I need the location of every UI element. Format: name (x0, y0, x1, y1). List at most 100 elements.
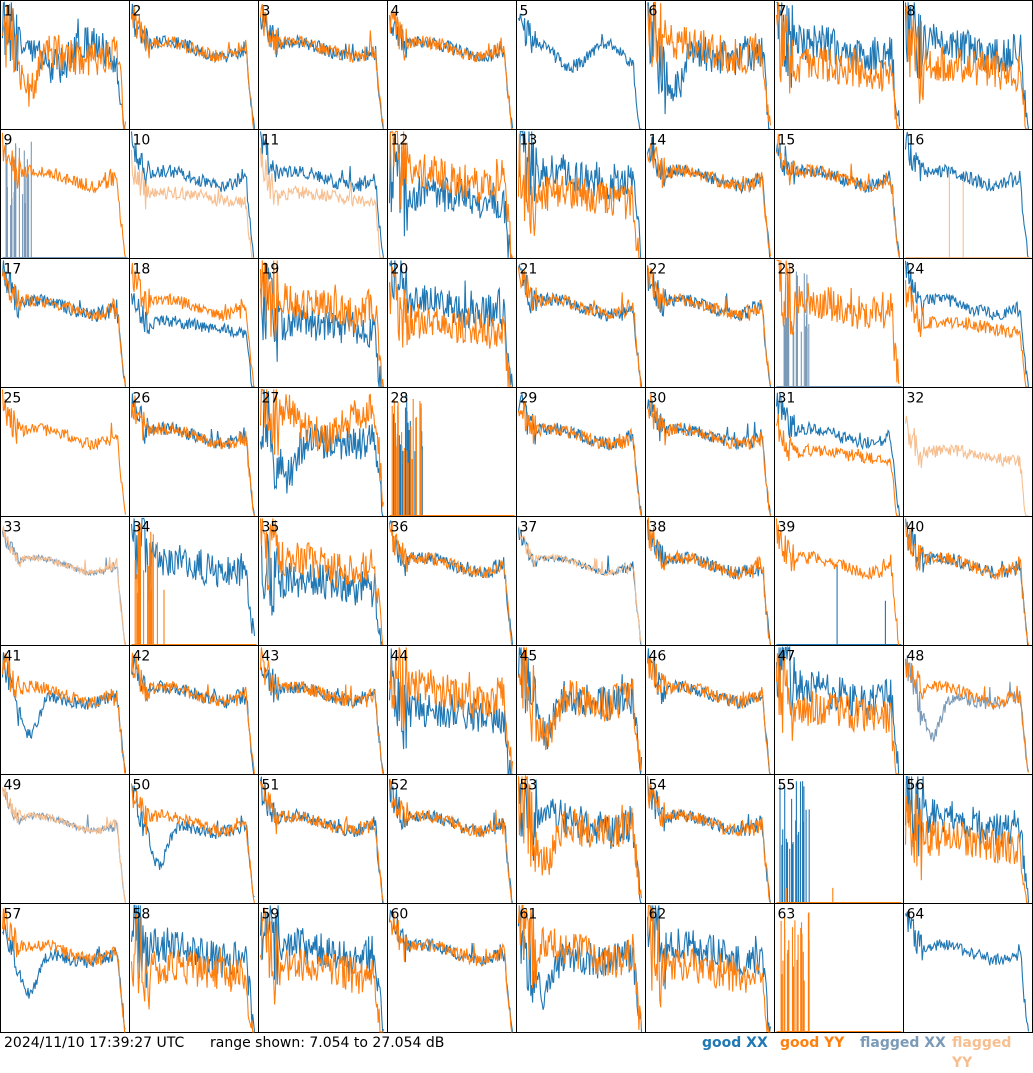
panel-58: 58 (130, 904, 259, 1033)
panel-45: 45 (517, 646, 646, 775)
panel-37: 37 (517, 517, 646, 646)
panel-label: 22 (649, 262, 667, 278)
panel-label: 19 (262, 262, 280, 278)
panel-frame (517, 517, 646, 646)
panel-frame (517, 259, 646, 388)
panel-label: 48 (907, 649, 925, 665)
panel-label: 7 (778, 4, 787, 20)
panel-label: 43 (262, 649, 280, 665)
panel-label: 3 (262, 4, 271, 20)
panel-20: 20 (388, 259, 517, 388)
panel-label: 30 (649, 391, 667, 407)
panel-label: 11 (262, 133, 280, 149)
panel-label: 28 (391, 391, 409, 407)
panel-36: 36 (388, 517, 517, 646)
panel-27: 27 (259, 388, 388, 517)
panel-label: 37 (520, 520, 538, 536)
panel-label: 18 (133, 262, 151, 278)
panel-label: 8 (907, 4, 916, 20)
panel-label: 20 (391, 262, 409, 278)
panel-7: 7 (775, 1, 904, 130)
panel-label: 55 (778, 778, 796, 794)
panel-61: 61 (517, 904, 646, 1033)
panel-31: 31 (775, 388, 904, 517)
panel-52: 52 (388, 775, 517, 904)
panel-frame (130, 646, 259, 775)
panel-label: 13 (520, 133, 538, 149)
panel-label: 5 (520, 4, 529, 20)
panel-9: 9 (1, 130, 130, 259)
panel-label: 14 (649, 133, 667, 149)
panel-label: 34 (133, 520, 151, 536)
panel-frame (1, 259, 130, 388)
panel-28: 28 (388, 388, 517, 517)
panel-8: 8 (904, 1, 1033, 130)
panel-label: 2 (133, 4, 142, 20)
panel-label: 4 (391, 4, 400, 20)
panel-24: 24 (904, 259, 1033, 388)
panel-label: 10 (133, 133, 151, 149)
panel-label: 1 (4, 4, 13, 20)
panel-60: 60 (388, 904, 517, 1033)
panel-frame (904, 517, 1033, 646)
panel-frame (130, 1, 259, 130)
panel-3: 3 (259, 1, 388, 130)
panel-label: 63 (778, 907, 796, 923)
panel-frame (775, 517, 904, 646)
panel-25: 25 (1, 388, 130, 517)
panel-frame (904, 646, 1033, 775)
panel-56: 56 (904, 775, 1033, 904)
panel-14: 14 (646, 130, 775, 259)
panel-frame (130, 775, 259, 904)
panel-label: 54 (649, 778, 667, 794)
panel-frame (646, 775, 775, 904)
panel-frame (646, 130, 775, 259)
panel-frame (259, 1, 388, 130)
panel-frame (775, 775, 904, 904)
panel-51: 51 (259, 775, 388, 904)
panel-12: 12 (388, 130, 517, 259)
panel-label: 59 (262, 907, 280, 923)
panel-49: 49 (1, 775, 130, 904)
panel-18: 18 (130, 259, 259, 388)
panel-frame (259, 775, 388, 904)
panel-frame (646, 517, 775, 646)
panel-label: 41 (4, 649, 22, 665)
panel-53: 53 (517, 775, 646, 904)
panel-label: 42 (133, 649, 151, 665)
panel-label: 15 (778, 133, 796, 149)
panel-label: 6 (649, 4, 658, 20)
panel-label: 46 (649, 649, 667, 665)
panel-frame (646, 388, 775, 517)
panel-label: 53 (520, 778, 538, 794)
panel-10: 10 (130, 130, 259, 259)
legend-flagged-xx: flagged XX (860, 1033, 946, 1053)
panel-label: 39 (778, 520, 796, 536)
panel-41: 41 (1, 646, 130, 775)
panel-26: 26 (130, 388, 259, 517)
panel-label: 33 (4, 520, 22, 536)
panel-frame (646, 259, 775, 388)
panel-64: 64 (904, 904, 1033, 1033)
panel-11: 11 (259, 130, 388, 259)
panel-30: 30 (646, 388, 775, 517)
spectrum-grid: 1 2 3 4 5 6 7 8 9 10 11 12 13 14 15 16 17 18 19 20 21 22 23 24 2… (0, 0, 1033, 1033)
panel-label: 47 (778, 649, 796, 665)
panel-label: 35 (262, 520, 280, 536)
panel-label: 31 (778, 391, 796, 407)
panel-frame (130, 388, 259, 517)
panel-label: 12 (391, 133, 409, 149)
panel-label: 29 (520, 391, 538, 407)
panel-label: 25 (4, 391, 22, 407)
panel-38: 38 (646, 517, 775, 646)
panel-label: 40 (907, 520, 925, 536)
panel-4: 4 (388, 1, 517, 130)
panel-frame (1, 517, 130, 646)
panel-frame (1, 388, 130, 517)
footer-bar: 2024/11/10 17:39:27 UTC range shown: 7.0… (0, 1033, 1033, 1053)
panel-label: 51 (262, 778, 280, 794)
panel-frame (775, 130, 904, 259)
panel-5: 5 (517, 1, 646, 130)
panel-46: 46 (646, 646, 775, 775)
range-text: range shown: 7.054 to 27.054 dB (210, 1033, 444, 1053)
